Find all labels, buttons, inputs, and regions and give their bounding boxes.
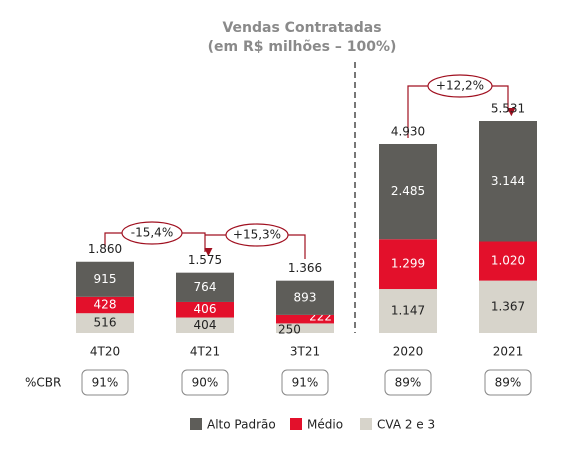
cbr-box: [484, 369, 532, 396]
cbr-box: [281, 369, 329, 396]
bar-segment: [479, 241, 537, 281]
value-label: 2.485: [391, 184, 425, 198]
value-label: 1.020: [491, 254, 525, 268]
legend-swatch: [290, 418, 302, 430]
cbr-box: [384, 369, 432, 396]
value-label: 1.367: [491, 299, 525, 313]
cbr-value: 91%: [92, 376, 119, 390]
bar-segment: [176, 272, 234, 302]
total-label: 1.575: [188, 253, 222, 267]
bar-segment: [276, 280, 334, 315]
chart-title: Vendas Contratadas: [222, 20, 381, 36]
bar-segment: [76, 261, 134, 297]
bar-segment: [379, 143, 437, 240]
bar-segment: [479, 121, 537, 242]
value-label: 404: [194, 318, 217, 332]
cbr-box: [181, 369, 229, 396]
annotation: -15,4%: [131, 226, 173, 240]
total-label: 1.366: [288, 261, 322, 275]
cbr-value: 91%: [292, 376, 319, 390]
annotation: +12,2%: [436, 79, 484, 93]
bar-segment: [76, 296, 134, 314]
annotation: +15,3%: [233, 228, 281, 242]
legend-label: CVA 2 e 3: [377, 418, 435, 432]
total-label: 5.531: [491, 102, 525, 116]
value-label: 406: [194, 302, 217, 316]
cbr-label: %CBR: [25, 376, 61, 390]
value-label: 3.144: [491, 174, 525, 188]
total-label: 1.860: [88, 242, 122, 256]
bar-segment: [176, 301, 234, 318]
value-label: 915: [94, 272, 117, 286]
bar-segment: [379, 289, 437, 333]
x-tick-label: 2020: [393, 345, 424, 359]
x-tick-label: 3T21: [290, 345, 320, 359]
bar-segment: [276, 323, 334, 333]
x-tick-label: 4T21: [190, 345, 220, 359]
value-label: 764: [194, 280, 217, 294]
x-tick-label: 2021: [493, 345, 524, 359]
bar-segment: [76, 313, 134, 333]
value-label: 1.147: [391, 304, 425, 318]
bar-segment: [379, 239, 437, 290]
value-label: 250: [278, 323, 301, 337]
legend-label: Alto Padrão: [207, 418, 276, 432]
total-label: 4.930: [391, 125, 425, 139]
legend-label: Médio: [307, 418, 343, 432]
legend-swatch: [190, 418, 202, 430]
chart-subtitle: (em R$ milhões – 100%): [208, 39, 397, 55]
bar-segment: [176, 317, 234, 333]
bar-segment: [479, 280, 537, 333]
value-label: 893: [294, 290, 317, 304]
value-label: 428: [94, 298, 117, 312]
cbr-box: [81, 369, 129, 396]
cbr-value: 89%: [495, 376, 522, 390]
cbr-value: 90%: [192, 376, 219, 390]
annotation-ellipses: [121, 74, 493, 247]
legend-swatch: [360, 418, 372, 430]
value-label: 1.299: [391, 257, 425, 271]
value-label: 516: [94, 316, 117, 330]
x-tick-label: 4T20: [90, 345, 120, 359]
cbr-value: 89%: [395, 376, 422, 390]
bar-segment: [276, 314, 334, 324]
